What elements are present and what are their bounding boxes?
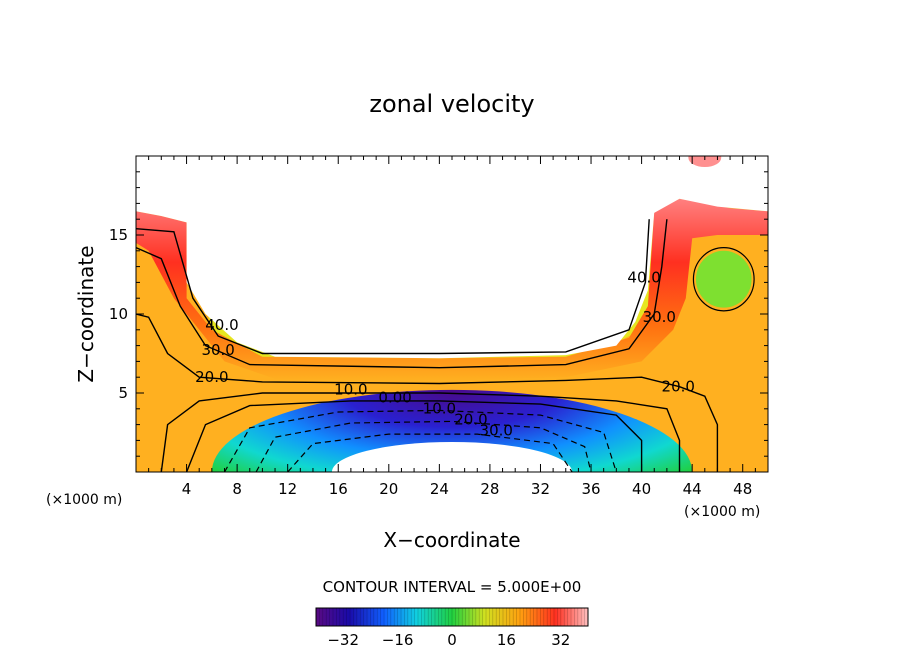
contour-30 bbox=[136, 219, 668, 369]
field-right-pocket bbox=[695, 250, 752, 308]
contour-label-0: 40.0 bbox=[205, 316, 238, 334]
colorbar-tick-label-3: 16 bbox=[497, 631, 516, 649]
contour-lines bbox=[136, 219, 755, 472]
x-tick-label-40: 40 bbox=[632, 480, 651, 498]
colorbar-gradient bbox=[315, 607, 589, 627]
contour-label-7: 30.0 bbox=[480, 422, 513, 440]
field-bottom-cap bbox=[331, 441, 573, 472]
y-axis-ticks: 5 10 15 bbox=[109, 171, 768, 457]
contour-0 bbox=[185, 400, 643, 472]
x-tick-label-12: 12 bbox=[278, 480, 297, 498]
contour-neg-10 bbox=[223, 409, 617, 472]
x-tick-label-32: 32 bbox=[531, 480, 550, 498]
y-tick-label-5: 5 bbox=[118, 384, 128, 402]
x-tick-label-28: 28 bbox=[480, 480, 499, 498]
contour-label-2: 20.0 bbox=[195, 368, 228, 386]
y-axis-label: Z−coordinate bbox=[74, 245, 98, 382]
plot-area bbox=[136, 156, 768, 472]
contour-label-8: 40.0 bbox=[627, 268, 660, 286]
colorbar-tick-label-4: 32 bbox=[551, 631, 570, 649]
contour-label-10: 20.0 bbox=[662, 377, 695, 395]
y-tick-label-15: 15 bbox=[109, 226, 128, 244]
contour-right-pocket bbox=[692, 247, 755, 312]
colorbar-tick-label-1: −16 bbox=[382, 631, 414, 649]
x-tick-label-20: 20 bbox=[379, 480, 398, 498]
field-jet-core bbox=[211, 389, 693, 472]
chart-title: zonal velocity bbox=[369, 90, 534, 118]
x-tick-label-44: 44 bbox=[683, 480, 702, 498]
contour-40 bbox=[136, 219, 650, 355]
x-axis-label: X−coordinate bbox=[383, 528, 520, 552]
contour-label-3: 10.0 bbox=[334, 381, 367, 399]
colorbar-tick-label-2: 0 bbox=[447, 631, 457, 649]
field-top-spot bbox=[688, 156, 722, 168]
x-tick-label-16: 16 bbox=[329, 480, 348, 498]
contour-label-9: 30.0 bbox=[643, 308, 676, 326]
contour-interval-label: CONTOUR INTERVAL = 5.000E+00 bbox=[323, 578, 582, 596]
z-unit-label: (×1000 m) bbox=[46, 492, 122, 508]
x-unit-label: (×1000 m) bbox=[684, 504, 760, 520]
contour-20 bbox=[136, 313, 719, 472]
colorbar-tick-label-0: −32 bbox=[327, 631, 359, 649]
field-empty-top bbox=[136, 156, 768, 359]
contour-labels: 40.030.020.010.0 0.0010.020.030.040.030.0… bbox=[195, 268, 695, 439]
colorbar: −32 −16 0 16 32 bbox=[315, 607, 589, 649]
x-tick-label-24: 24 bbox=[430, 480, 449, 498]
contour-neg-20 bbox=[255, 420, 592, 472]
contour-10 bbox=[160, 392, 681, 472]
contour-label-4: 0.00 bbox=[378, 388, 411, 406]
contour-label-1: 30.0 bbox=[201, 341, 234, 359]
y-tick-label-10: 10 bbox=[109, 305, 128, 323]
x-tick-label-4: 4 bbox=[182, 480, 192, 498]
velocity-field bbox=[136, 156, 768, 472]
contour-neg-30 bbox=[287, 433, 573, 472]
x-tick-label-36: 36 bbox=[581, 480, 600, 498]
field-edge-band bbox=[136, 198, 768, 381]
x-tick-label-48: 48 bbox=[733, 480, 752, 498]
x-tick-label-8: 8 bbox=[232, 480, 242, 498]
contour-label-5: 10.0 bbox=[423, 400, 456, 418]
contour-label-6: 20.0 bbox=[454, 411, 487, 429]
x-axis-ticks: 4 8 12 16 20 24 28 32 36 40 44 48 bbox=[148, 156, 756, 498]
